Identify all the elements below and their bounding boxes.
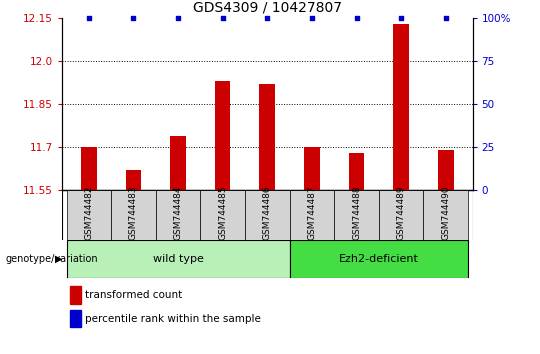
Point xyxy=(441,15,450,21)
Bar xyxy=(156,190,200,240)
Point xyxy=(263,15,272,21)
Bar xyxy=(126,170,141,190)
Text: ▶: ▶ xyxy=(55,254,62,264)
Text: Ezh2-deficient: Ezh2-deficient xyxy=(339,254,418,264)
Bar xyxy=(66,190,111,240)
Bar xyxy=(438,150,454,190)
Text: wild type: wild type xyxy=(153,254,204,264)
Title: GDS4309 / 10427807: GDS4309 / 10427807 xyxy=(193,0,342,14)
Bar xyxy=(349,153,365,190)
Bar xyxy=(200,190,245,240)
Point xyxy=(352,15,361,21)
Text: GSM744483: GSM744483 xyxy=(129,185,138,240)
Point xyxy=(218,15,227,21)
Text: GSM744489: GSM744489 xyxy=(396,185,406,240)
Text: GSM744484: GSM744484 xyxy=(173,185,183,240)
Text: GSM744490: GSM744490 xyxy=(441,185,450,240)
Bar xyxy=(260,84,275,190)
Bar xyxy=(289,190,334,240)
Bar xyxy=(393,24,409,190)
Bar xyxy=(170,136,186,190)
Bar xyxy=(423,190,468,240)
Point xyxy=(308,15,316,21)
Bar xyxy=(304,147,320,190)
Bar xyxy=(334,190,379,240)
Bar xyxy=(215,81,231,190)
Bar xyxy=(245,190,289,240)
Text: GSM744482: GSM744482 xyxy=(84,185,93,240)
Text: GSM744488: GSM744488 xyxy=(352,185,361,240)
Bar xyxy=(70,286,80,304)
Point xyxy=(129,15,138,21)
Text: percentile rank within the sample: percentile rank within the sample xyxy=(85,314,260,324)
Bar xyxy=(379,190,423,240)
Bar xyxy=(70,310,80,327)
Text: genotype/variation: genotype/variation xyxy=(5,254,98,264)
Bar xyxy=(66,240,289,278)
Point xyxy=(397,15,406,21)
Bar xyxy=(81,147,97,190)
Text: GSM744486: GSM744486 xyxy=(263,185,272,240)
Bar xyxy=(111,190,156,240)
Point xyxy=(174,15,183,21)
Point xyxy=(85,15,93,21)
Text: transformed count: transformed count xyxy=(85,290,182,301)
Text: GSM744487: GSM744487 xyxy=(307,185,316,240)
Bar xyxy=(289,240,468,278)
Text: GSM744485: GSM744485 xyxy=(218,185,227,240)
